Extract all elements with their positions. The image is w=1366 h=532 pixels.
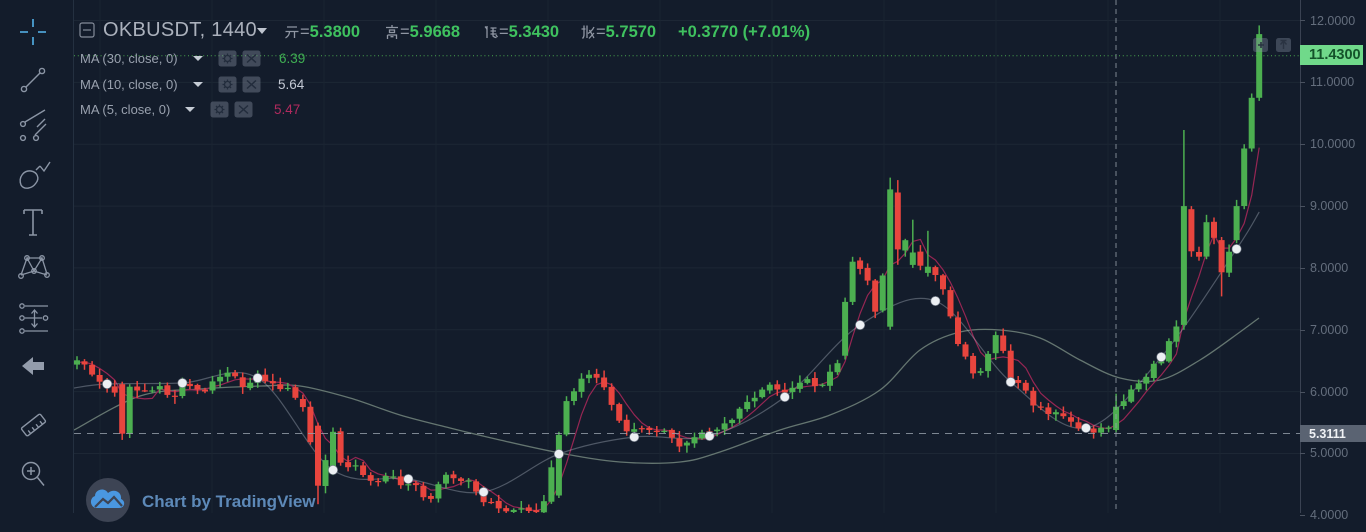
svg-text:Chart by TradingView: Chart by TradingView xyxy=(142,492,316,511)
